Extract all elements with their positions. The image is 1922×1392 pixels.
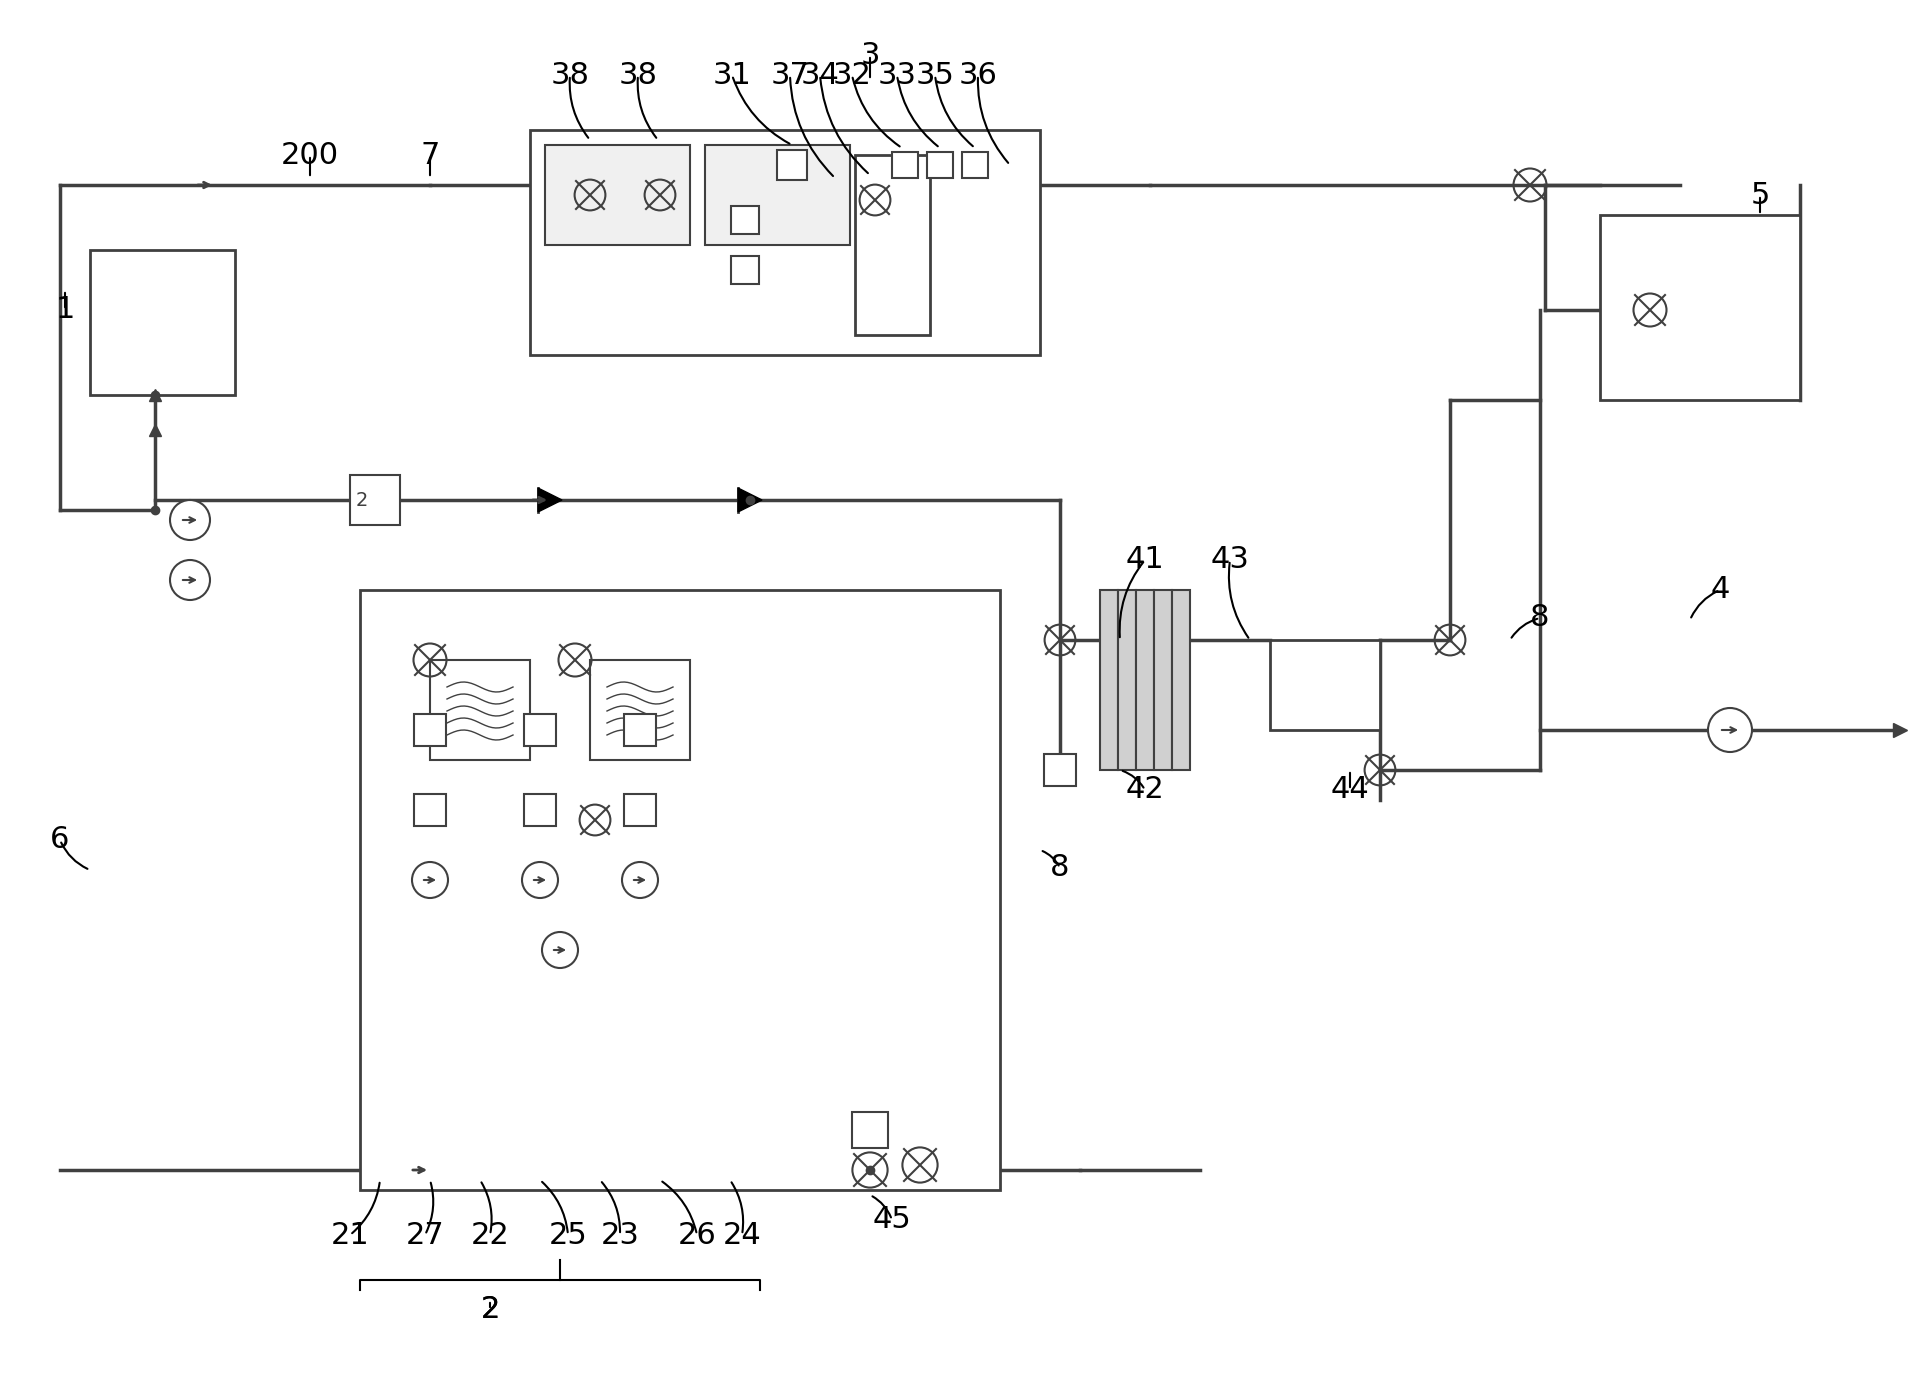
Text: 7: 7 (421, 141, 440, 170)
Bar (855, 155, 930, 335)
Text: 22: 22 (471, 1221, 509, 1250)
Bar (1136, 590, 1153, 770)
Text: 2: 2 (356, 490, 369, 509)
Bar (963, 152, 988, 178)
Bar (546, 145, 690, 245)
Text: 38: 38 (619, 60, 657, 89)
Text: 24: 24 (723, 1221, 761, 1250)
Text: 5: 5 (1751, 181, 1770, 210)
Bar (431, 660, 530, 760)
Text: 4: 4 (1711, 575, 1730, 604)
Text: 1: 1 (56, 295, 75, 324)
Bar (1119, 590, 1136, 770)
Bar (625, 714, 655, 746)
Bar (705, 145, 850, 245)
Bar (1153, 590, 1172, 770)
Text: 35: 35 (915, 60, 955, 89)
Text: 37: 37 (771, 60, 809, 89)
Circle shape (411, 862, 448, 898)
Text: 3: 3 (861, 40, 880, 70)
Bar (359, 590, 999, 1190)
Bar (413, 793, 446, 825)
Bar (892, 152, 919, 178)
Text: 44: 44 (1330, 775, 1368, 805)
Bar (525, 793, 555, 825)
Text: 38: 38 (550, 60, 590, 89)
Bar (530, 129, 1040, 355)
Circle shape (169, 560, 209, 600)
Bar (730, 206, 759, 234)
Bar (625, 793, 655, 825)
Text: 33: 33 (878, 60, 917, 89)
Polygon shape (738, 489, 761, 512)
Circle shape (623, 862, 657, 898)
Text: 36: 36 (959, 60, 998, 89)
Text: 8: 8 (1530, 604, 1549, 632)
Bar (90, 251, 234, 395)
Text: 31: 31 (713, 60, 752, 89)
Text: 8: 8 (1049, 853, 1071, 883)
Text: 2: 2 (480, 1296, 500, 1325)
Text: 21: 21 (331, 1221, 369, 1250)
Bar (851, 1112, 888, 1148)
Bar (1172, 590, 1190, 770)
Bar (413, 714, 446, 746)
Circle shape (542, 933, 579, 967)
Text: 25: 25 (548, 1221, 588, 1250)
Text: 34: 34 (801, 60, 840, 89)
Text: 6: 6 (50, 825, 69, 855)
Text: 41: 41 (1126, 546, 1165, 575)
Bar (1270, 640, 1380, 729)
Bar (730, 256, 759, 284)
Polygon shape (538, 489, 561, 512)
Circle shape (523, 862, 557, 898)
Bar (776, 150, 807, 180)
Circle shape (1709, 709, 1753, 752)
Bar (590, 660, 690, 760)
Bar (350, 475, 400, 525)
Text: 32: 32 (832, 60, 871, 89)
Text: 45: 45 (873, 1205, 911, 1235)
Bar (1099, 590, 1119, 770)
Text: 23: 23 (600, 1221, 640, 1250)
Text: 26: 26 (678, 1221, 717, 1250)
Text: 43: 43 (1211, 546, 1249, 575)
Bar (1599, 214, 1801, 400)
Bar (1044, 754, 1076, 786)
Circle shape (169, 500, 209, 540)
Text: 27: 27 (406, 1221, 444, 1250)
Bar (926, 152, 953, 178)
Text: 2: 2 (480, 1296, 500, 1325)
Text: 200: 200 (281, 141, 338, 170)
Bar (525, 714, 555, 746)
Text: 42: 42 (1126, 775, 1165, 805)
